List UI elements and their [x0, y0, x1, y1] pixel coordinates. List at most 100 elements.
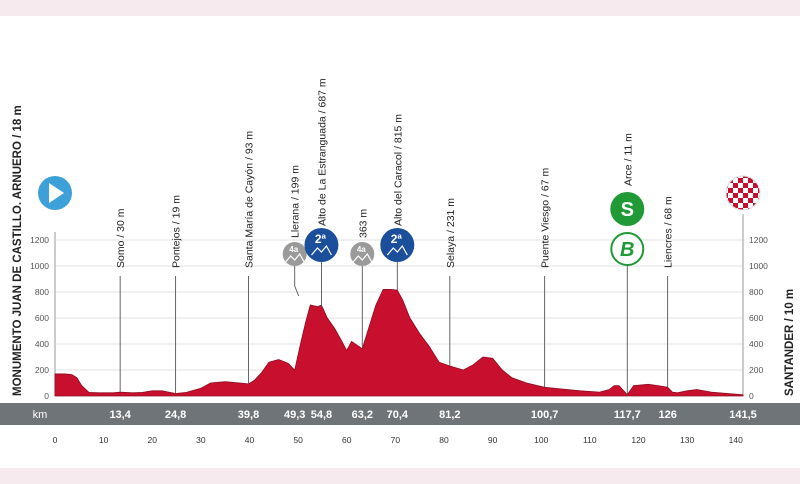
checker-square	[748, 188, 753, 193]
finish-label: SANTANDER / 10 m	[784, 289, 796, 396]
checker-square	[758, 208, 760, 210]
checker-square	[743, 178, 748, 183]
y-tick-label: 1200	[749, 235, 768, 245]
poi-label: Somo / 30 m	[115, 208, 127, 268]
finish-outline	[725, 175, 761, 211]
checker-square	[733, 193, 738, 198]
checker-square	[726, 203, 728, 208]
y-tick-label: 1200	[30, 235, 49, 245]
km-mark-label: 54,8	[311, 409, 332, 421]
checker-square	[728, 188, 733, 193]
poi-label: Selaya / 231 m	[445, 198, 457, 268]
checker-square	[733, 203, 738, 208]
poi-label: Liencres / 68 m	[663, 196, 675, 268]
x-tick-label: 20	[148, 435, 158, 445]
x-tick-label: 30	[196, 435, 206, 445]
checker-square	[728, 193, 733, 198]
checker-square	[753, 198, 758, 203]
bottom-band	[0, 468, 800, 484]
x-tick-label: 10	[99, 435, 109, 445]
checker-square	[728, 208, 733, 210]
y-tick-label: 0	[44, 391, 49, 401]
y-tick-label: 200	[749, 365, 763, 375]
x-tick-label: 100	[534, 435, 548, 445]
y-tick-label: 800	[35, 287, 49, 297]
checker-square	[758, 178, 760, 183]
checker-square	[758, 188, 760, 193]
top-band	[0, 0, 800, 16]
checker-square	[728, 176, 733, 178]
y-tick-labels-right: 0 200 400 600 800 1000 1200	[749, 235, 768, 401]
poi-label: Pontejos / 19 m	[171, 195, 183, 268]
finish-marker	[725, 175, 761, 211]
checker-square	[753, 183, 758, 188]
x-tick-label: 140	[729, 435, 743, 445]
km-mark-label: 70,4	[387, 409, 409, 421]
y-tick-label: 0	[749, 391, 754, 401]
x-tick-label: 130	[680, 435, 694, 445]
poi-guide-line	[294, 266, 300, 297]
y-tick-label: 800	[749, 287, 763, 297]
checker-square	[748, 178, 753, 183]
checker-square	[733, 198, 738, 203]
play-icon	[49, 183, 64, 203]
elevation-area	[54, 289, 744, 397]
y-tick-label: 400	[749, 339, 763, 349]
y-tick-labels-left: 0 200 400 600 800 1000 1200	[30, 235, 49, 401]
x-tick-label: 40	[245, 435, 255, 445]
checker-square	[738, 188, 743, 193]
x-tick-label: 50	[293, 435, 303, 445]
checker-square	[748, 203, 753, 208]
sprint-circle	[610, 192, 645, 226]
y-tick-label: 600	[749, 313, 763, 323]
checker-square	[743, 203, 748, 208]
km-mark-label: 81,2	[439, 409, 460, 421]
poi-label: 363 m	[357, 209, 369, 238]
cat2-climb-badge: 2ª	[380, 228, 415, 262]
cat4-climb-badge-label: 4a	[357, 245, 366, 254]
cat4-climb-badge-label: 4a	[289, 245, 298, 254]
start-label: MONUMENTO JUAN DE CASTILLO. ARNUERO / 18…	[12, 105, 24, 396]
sprint-badge: S	[610, 192, 645, 226]
checker-square	[758, 203, 760, 208]
points-of-interest: Somo / 30 m Pontejos / 19 m Santa María de…	[115, 78, 675, 395]
checker-square	[748, 198, 753, 203]
km-mark-label: 63,2	[352, 409, 373, 421]
cat4-climb-badge-circle	[350, 242, 375, 266]
poi-label: Arce / 11 m	[622, 133, 634, 186]
km-mark-label: 13,4	[109, 409, 131, 421]
checker-square	[738, 193, 743, 198]
checker-square	[748, 193, 753, 198]
x-tick-label: 70	[391, 435, 401, 445]
checker-square	[733, 188, 738, 193]
bonus-badge: B	[610, 232, 645, 266]
cat2-climb-badge-label: 2ª	[391, 232, 403, 246]
poi-label: Alto del Caracol / 815 m	[392, 114, 404, 226]
x-tick-label: 120	[631, 435, 645, 445]
poi-label: Llerana / 199 m	[290, 165, 302, 238]
km-mark-label: 141,5	[729, 409, 757, 421]
checker-square	[738, 178, 743, 183]
mountain-icon	[310, 244, 332, 256]
sprint-label: S	[621, 199, 634, 221]
checker-square	[733, 183, 738, 188]
y-tick-label: 400	[35, 339, 49, 349]
checker-square	[748, 183, 753, 188]
x-tick-labels: 0 10 20 30 40 50 60 70 80 90 100 110 120 130 140	[53, 435, 743, 445]
checker-square	[728, 178, 733, 183]
poi-label: Alto de La Estranguada / 687 m	[316, 78, 328, 226]
cat4-climb-badge: 4a	[350, 242, 375, 266]
km-mark-label: 39,8	[238, 409, 259, 421]
checker-square	[753, 203, 758, 208]
checker-square	[743, 183, 748, 188]
x-tick-label: 0	[53, 435, 58, 445]
km-bar	[0, 403, 800, 425]
checker-square	[726, 178, 728, 183]
x-tick-label: 80	[439, 435, 449, 445]
poi-label: Santa María de Cayón / 93 m	[244, 131, 256, 268]
checker-square	[726, 176, 728, 178]
x-tick-label: 90	[488, 435, 498, 445]
cat2-climb-badge-label: 2ª	[315, 232, 327, 246]
